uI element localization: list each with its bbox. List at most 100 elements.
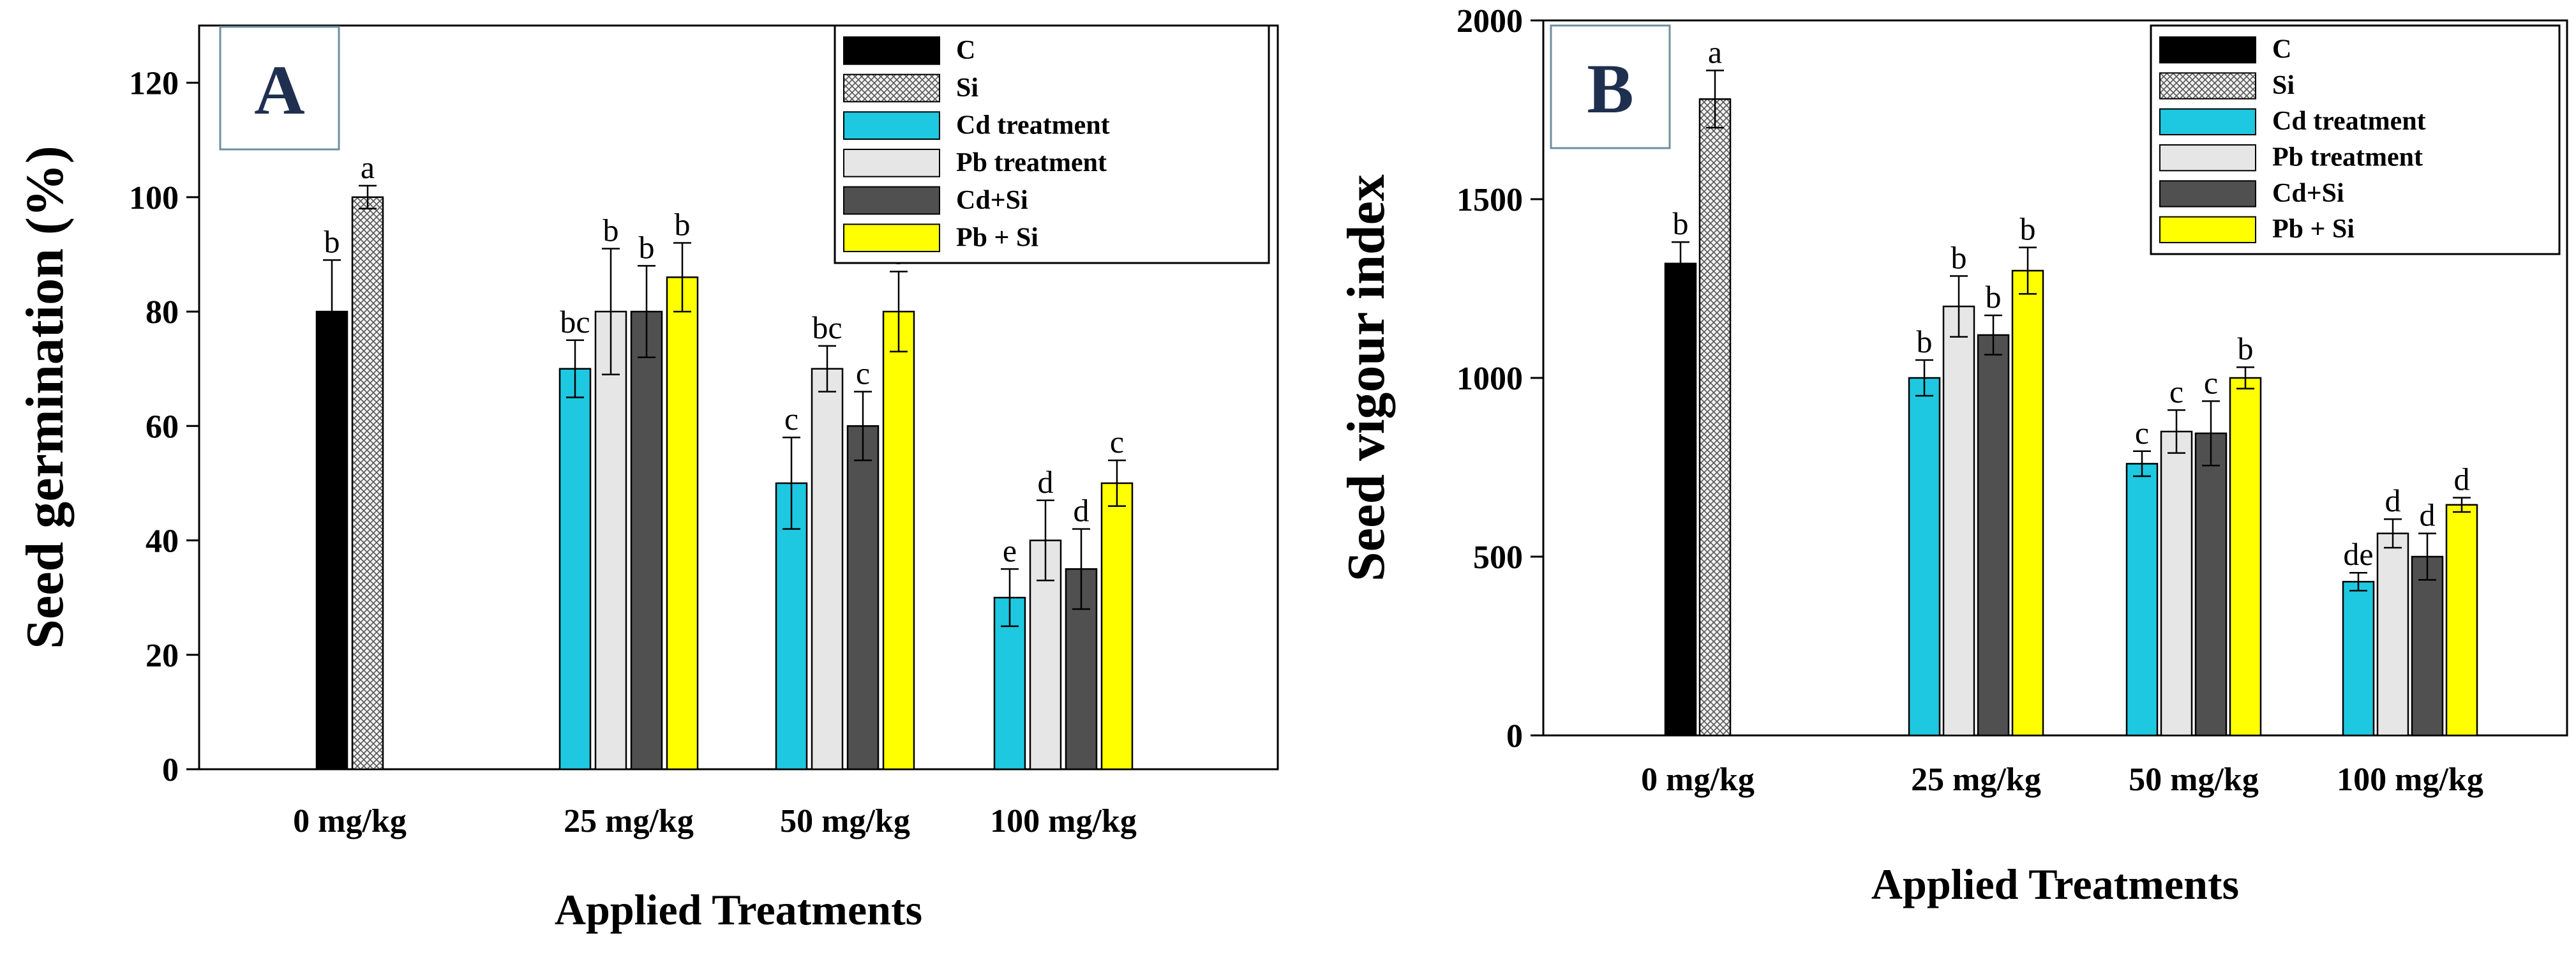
- significance-letter-a-3-5: c: [1110, 424, 1124, 460]
- x-axis-title-a: Applied Treatments: [555, 885, 922, 934]
- legend-swatch-a-4: [843, 186, 940, 215]
- panel-letter-a: A: [254, 51, 304, 129]
- x-axis-title-b: Applied Treatments: [1871, 860, 2239, 908]
- significance-letter-a-0-1: a: [361, 149, 375, 185]
- significance-letter-b-0-0: b: [1673, 206, 1689, 241]
- legend-swatch-b-4: [2159, 180, 2256, 207]
- y-tick-label-b-0: 0: [1506, 718, 1523, 755]
- y-tick-label-a-60: 60: [146, 409, 179, 445]
- significance-letter-a-1-5: b: [675, 207, 691, 243]
- legend-label-b-4: Cd+Si: [2272, 179, 2344, 208]
- panel-letter-box-a: [219, 26, 340, 151]
- significance-letter-b-1-3: b: [1951, 239, 1967, 275]
- legend-box-b: [2150, 24, 2561, 255]
- x-category-label-a-0: 0 mg/kg: [293, 803, 407, 839]
- legend-label-a-3: Pb treatment: [956, 148, 1107, 177]
- legend-label-b-1: Si: [2272, 71, 2295, 100]
- bar-b-1-5: [2011, 269, 2044, 737]
- panel-a-chart: 0 20 40 60 80 100 120 0 mg/kg 25 mg/kg 50 mg/kg 10…: [15, 24, 1279, 934]
- bar-b-2-4: [2194, 432, 2228, 737]
- legend-swatch-a-0: [843, 36, 940, 65]
- y-tick-label-a-20: 20: [146, 638, 179, 674]
- significance-letter-a-2-4: c: [856, 356, 870, 391]
- y-tick-label-a-100: 100: [129, 180, 179, 216]
- y-tick-label-a-0: 0: [162, 752, 179, 788]
- bar-a-1-2: [558, 368, 592, 771]
- significance-letter-a-1-2: bc: [560, 304, 590, 340]
- bar-a-1-4: [630, 310, 663, 771]
- y-axis-title-a: Seed germination (%): [15, 146, 75, 649]
- bar-a-0-1: [351, 196, 384, 771]
- significance-letter-a-1-4: b: [639, 229, 655, 265]
- significance-letter-b-2-5: b: [2238, 331, 2254, 366]
- significance-letter-a-1-3: b: [603, 213, 619, 248]
- x-category-label-a-2: 50 mg/kg: [780, 803, 910, 839]
- significance-letter-b-2-2: c: [2135, 415, 2149, 451]
- bar-b-3-3: [2376, 532, 2409, 737]
- significance-letter-b-1-2: b: [1917, 324, 1933, 359]
- significance-letter-b-1-5: b: [2020, 211, 2036, 247]
- bar-b-0-1: [1698, 98, 1732, 737]
- bar-b-1-3: [1942, 305, 1975, 737]
- bar-b-2-5: [2229, 377, 2262, 737]
- legend-swatch-a-3: [843, 149, 940, 177]
- legend-label-a-2: Cd treatment: [956, 111, 1110, 140]
- x-category-label-b-0: 0 mg/kg: [1641, 762, 1755, 798]
- bar-b-0-0: [1664, 262, 1697, 737]
- significance-letter-b-3-2: de: [2343, 536, 2373, 572]
- significance-letter-a-2-2: c: [784, 401, 798, 437]
- legend-swatch-b-5: [2159, 216, 2256, 243]
- legend-swatch-a-5: [843, 223, 940, 253]
- legend-label-a-0: C: [956, 36, 975, 65]
- legend-swatch-b-2: [2159, 108, 2256, 136]
- bar-b-3-5: [2445, 504, 2478, 737]
- y-tick-label-b-1500: 1500: [1456, 182, 1523, 218]
- significance-letter-a-2-3: bc: [812, 310, 842, 345]
- panel-letter-box-b: [1550, 24, 1671, 149]
- y-tick-label-b-2000: 2000: [1456, 3, 1523, 40]
- y-tick-label-a-40: 40: [146, 523, 179, 560]
- panel-b-chart: 0 500 1000 1500 2000 0 mg/kg 25 mg/kg 50 mg/kg 1…: [1337, 3, 2568, 908]
- bar-b-3-2: [2342, 580, 2375, 737]
- x-category-label-b-2: 50 mg/kg: [2129, 762, 2259, 798]
- y-tick-label-b-1000: 1000: [1456, 361, 1523, 397]
- bar-a-3-5: [1100, 482, 1134, 771]
- y-tick-label-a-120: 120: [129, 66, 179, 102]
- significance-letter-a-3-2: e: [1003, 532, 1017, 568]
- legend-label-b-3: Pb treatment: [2272, 143, 2423, 172]
- legend-label-a-1: Si: [956, 73, 978, 103]
- significance-letter-b-3-3: d: [2385, 483, 2401, 518]
- legend-swatch-a-2: [843, 111, 940, 140]
- legend-box-a: [834, 24, 1270, 264]
- bar-a-2-4: [846, 425, 880, 771]
- legend-b: C Si Cd treatment Pb treatment Cd+Si Pb + Si: [2150, 24, 2561, 255]
- significance-letter-b-3-4: d: [2420, 497, 2436, 533]
- x-category-label-b-3: 100 mg/kg: [2337, 762, 2483, 798]
- significance-letter-a-3-3: d: [1038, 464, 1054, 500]
- bar-a-2-3: [811, 368, 844, 771]
- bar-b-1-2: [1908, 377, 1941, 737]
- legend-label-a-4: Cd+Si: [956, 186, 1028, 215]
- bar-b-1-4: [1977, 334, 2010, 737]
- legend-label-a-5: Pb + Si: [956, 223, 1038, 253]
- significance-letter-a-3-4: d: [1074, 493, 1090, 529]
- legend-swatch-b-1: [2159, 72, 2256, 100]
- bar-b-2-2: [2125, 463, 2159, 737]
- legend-a: C Si Cd treatment Pb treatment Cd+Si Pb + Si: [834, 24, 1270, 264]
- significance-letter-b-2-3: c: [2169, 373, 2183, 409]
- significance-letter-b-0-1: a: [1708, 34, 1722, 70]
- legend-swatch-a-1: [843, 73, 940, 103]
- x-category-label-a-3: 100 mg/kg: [990, 803, 1137, 839]
- legend-label-b-2: Cd treatment: [2272, 107, 2426, 136]
- panel-letter-b: B: [1587, 50, 1633, 128]
- y-tick-label-a-80: 80: [146, 294, 179, 331]
- legend-swatch-b-0: [2159, 36, 2256, 64]
- bar-a-2-5: [882, 310, 915, 771]
- x-category-label-a-1: 25 mg/kg: [564, 803, 694, 839]
- x-category-label-b-1: 25 mg/kg: [1911, 762, 2041, 798]
- significance-letter-a-0-0: b: [324, 223, 340, 259]
- bar-a-1-3: [594, 310, 627, 771]
- significance-letter-b-2-4: c: [2204, 365, 2218, 400]
- bar-a-1-5: [666, 276, 699, 771]
